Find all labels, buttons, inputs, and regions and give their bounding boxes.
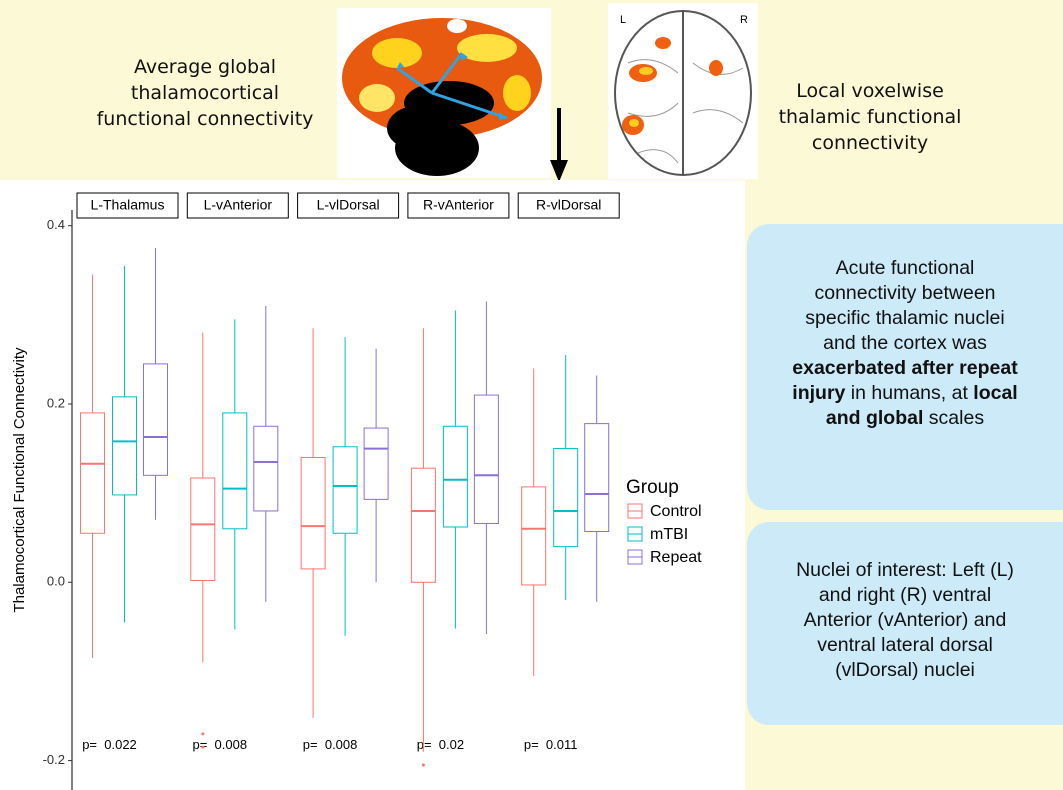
y-tick-label: 0.4 xyxy=(47,217,65,232)
facet-strip xyxy=(186,192,289,219)
brain-label: R xyxy=(740,14,748,26)
y-axis-label: Thalamocortical Functional Connectivity xyxy=(11,347,28,613)
box xyxy=(332,446,358,534)
box xyxy=(584,423,610,532)
box xyxy=(190,477,216,582)
p-value: p= 0.008 xyxy=(193,737,248,752)
bold-text: exacerbated after repeat xyxy=(792,357,1018,379)
brain-label: L xyxy=(620,14,626,26)
caption-global: Average global thalamocortical functiona… xyxy=(70,54,340,132)
caption-line: Local voxelwise xyxy=(796,80,944,102)
box xyxy=(473,394,499,524)
caption-line: connectivity xyxy=(811,132,929,154)
box xyxy=(442,425,468,528)
box xyxy=(222,412,248,530)
box xyxy=(363,427,389,500)
facet-label: L-vlDorsal xyxy=(317,197,380,213)
caption-line: thalamic functional xyxy=(778,106,962,128)
panel-line: Anterior (vAnterior) and xyxy=(803,609,1007,631)
facet-strip xyxy=(407,192,510,219)
panel-line: and right (R) ventral xyxy=(818,584,992,606)
facet-label: R-vlDorsal xyxy=(536,197,601,213)
sagittal-brain xyxy=(337,8,551,178)
caption-line: functional connectivity xyxy=(96,108,314,130)
caption-line: thalamocortical xyxy=(130,82,280,104)
legend-title: Group xyxy=(626,477,679,498)
outlier xyxy=(201,732,205,736)
panel-line: and the cortex was xyxy=(823,332,987,354)
y-tick-label: 0.0 xyxy=(47,574,65,589)
box xyxy=(253,425,279,512)
chart: Thalamocortical Functional Connectivity … xyxy=(0,180,745,790)
panel-line: Nuclei of interest: Left (L) xyxy=(796,559,1014,581)
legend-label: Control xyxy=(650,503,702,520)
caption-line: Average global xyxy=(133,56,276,78)
p-value: p= 0.008 xyxy=(303,737,358,752)
text: scales xyxy=(923,407,985,429)
facet-strip xyxy=(76,192,179,219)
box xyxy=(553,448,579,548)
legend-label: mTBI xyxy=(650,526,688,543)
text: in humans, at xyxy=(845,382,974,404)
box xyxy=(410,467,436,583)
panel-line: connectivity between xyxy=(814,282,996,304)
axial-brain: L R xyxy=(608,3,758,179)
panel-line: ventral lateral dorsal xyxy=(817,634,993,656)
facet-strip xyxy=(297,192,400,219)
outlier xyxy=(201,745,205,749)
p-value: p= 0.02 xyxy=(417,737,464,752)
p-value: p= 0.011 xyxy=(524,737,578,752)
facet-strip xyxy=(517,192,620,219)
box xyxy=(143,363,168,476)
info-panel: Nuclei of interest: Left (L) and right (… xyxy=(747,522,1063,725)
facet-label: R-vAnterior xyxy=(423,197,494,213)
panel-line: (vlDorsal) nuclei xyxy=(835,659,975,681)
bold-text: and global xyxy=(825,407,924,429)
facet-label: L-vAnterior xyxy=(204,197,273,213)
outlier xyxy=(421,763,425,767)
panel-line: and global scales xyxy=(747,406,1063,431)
bold-text: local xyxy=(973,382,1018,404)
arrow xyxy=(550,108,568,182)
box xyxy=(521,486,547,586)
box xyxy=(80,412,105,534)
panel-line: specific thalamic nuclei xyxy=(805,307,1005,329)
panel-line: injury in humans, at local xyxy=(747,381,1063,406)
facet-label: L-Thalamus xyxy=(91,197,165,213)
panel-line: exacerbated after repeat xyxy=(747,356,1063,381)
box xyxy=(112,396,137,496)
bold-text: injury xyxy=(792,382,846,404)
box xyxy=(300,456,326,570)
panel-line: Acute functional xyxy=(835,257,975,279)
info-panel: Acute functional connectivity between sp… xyxy=(747,224,1063,510)
y-tick-label: 0.2 xyxy=(47,395,65,410)
caption-local: Local voxelwise thalamic functional conn… xyxy=(750,78,990,156)
y-tick-label: -0.2 xyxy=(43,752,65,767)
p-value: p= 0.022 xyxy=(82,737,137,752)
legend-label: Repeat xyxy=(650,549,702,566)
